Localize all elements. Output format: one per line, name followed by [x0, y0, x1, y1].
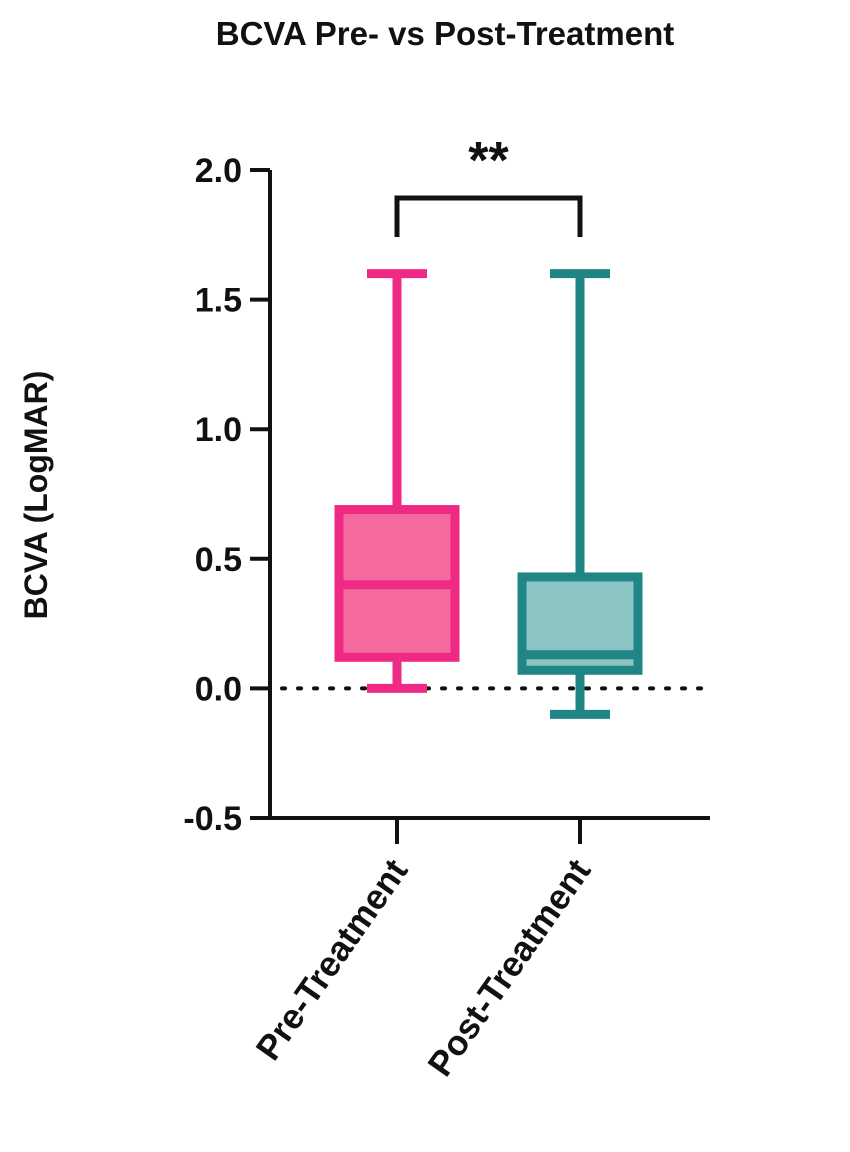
x-tick-label: Post-Treatment — [420, 852, 598, 1083]
y-axis-label: BCVA (LogMAR) — [18, 371, 54, 620]
plot-area: ** — [280, 132, 712, 719]
y-tick-label: -0.5 — [183, 800, 242, 838]
chart-title: BCVA Pre- vs Post-Treatment — [216, 15, 674, 52]
box-post-treatment — [517, 269, 643, 719]
y-tick-label: 2.0 — [195, 152, 242, 190]
y-tick-label: 1.0 — [195, 411, 242, 449]
y-tick-label: 0.5 — [195, 541, 242, 579]
x-tick-label: Pre-Treatment — [249, 852, 416, 1067]
y-tick-label: 1.5 — [195, 282, 242, 320]
significance-label: ** — [468, 132, 509, 190]
box-pre-treatment — [334, 269, 460, 693]
significance-bracket — [394, 195, 583, 237]
y-tick-label: 0.0 — [195, 670, 242, 708]
